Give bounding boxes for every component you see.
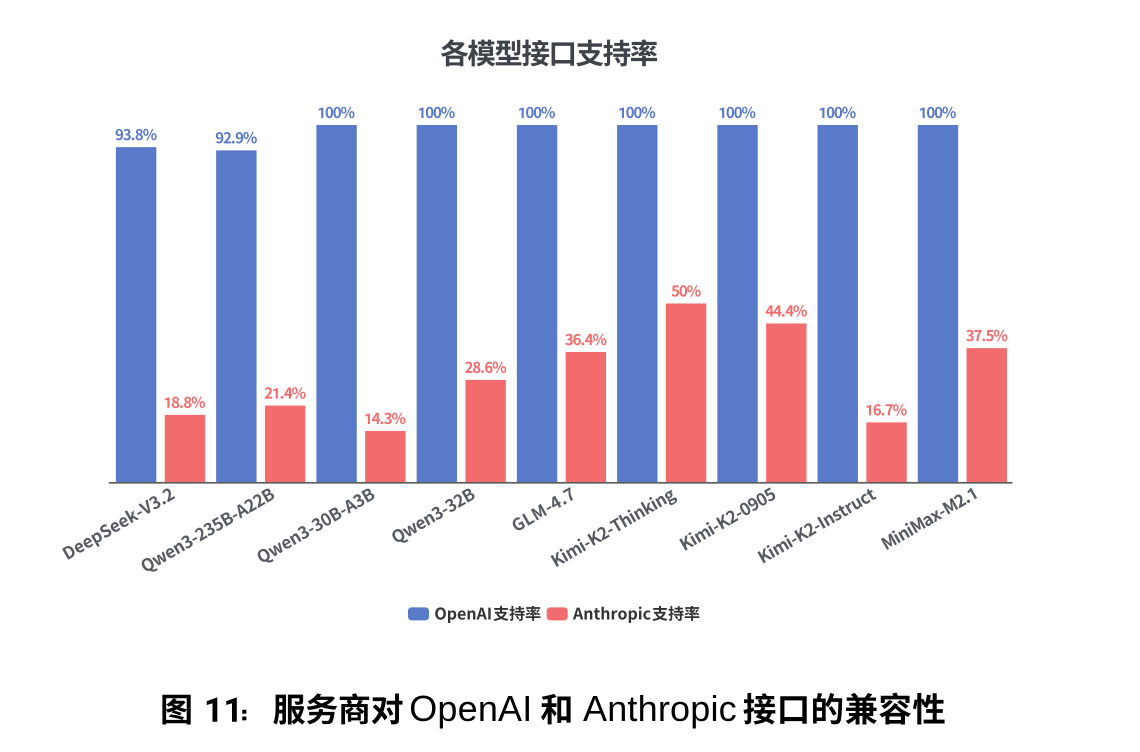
svg-text:Anthropic: Anthropic [583, 688, 737, 729]
svg-text:OpenAI: OpenAI [409, 688, 532, 729]
